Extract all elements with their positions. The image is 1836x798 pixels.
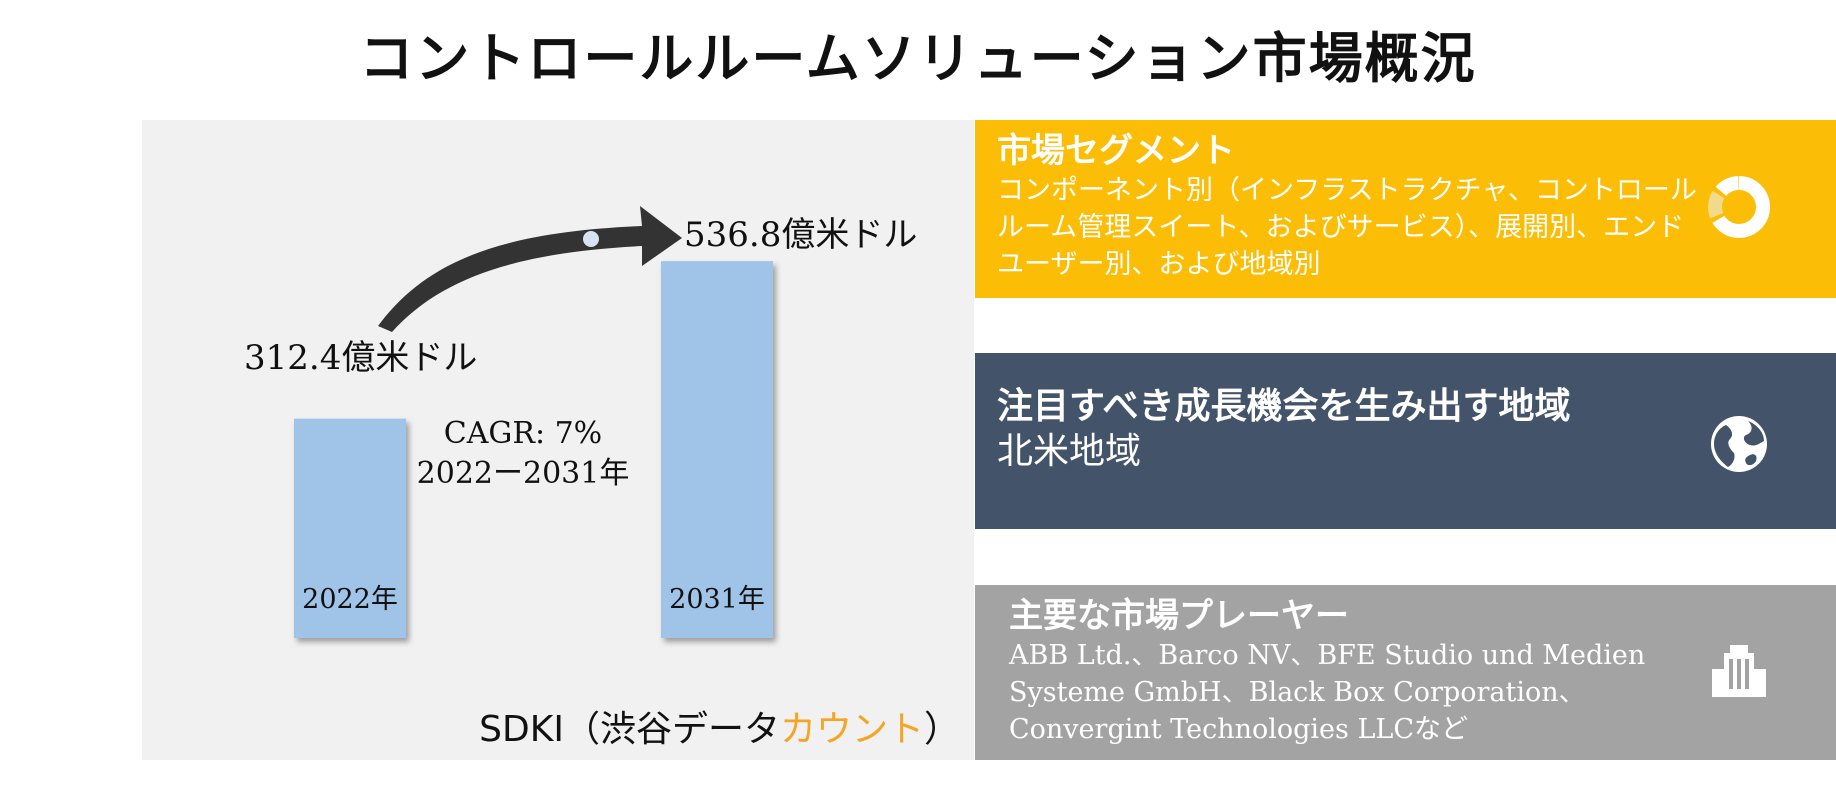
- arrow-dot: [583, 231, 599, 247]
- source-suffix: ）: [923, 709, 960, 750]
- bar-2022年: [294, 418, 406, 638]
- globe-icon: [1711, 416, 1767, 472]
- page-title: コントロールルームソリューション市場概況: [359, 26, 1477, 90]
- source-credit: SDKI（渋谷データカウント）: [479, 700, 960, 752]
- segment-title: 市場セグメント: [997, 131, 1235, 171]
- bar-chart: 2022年 2031年: [294, 206, 773, 638]
- players-title: 主要な市場プレーヤー: [1009, 596, 1349, 636]
- source-accent: カウント: [779, 709, 924, 750]
- chart-panel: 2022年 2031年 312.4億米ドル 536.8億米ドル CAGR: 7% …: [142, 120, 974, 760]
- region-title: 注目すべき成長機会を生み出す地域: [997, 385, 1571, 427]
- donut-chart-icon: [1708, 176, 1770, 238]
- cagr-period: 2022ー2031年: [416, 456, 630, 491]
- region-text: 北米地域: [997, 431, 1142, 472]
- source-prefix: SDKI（渋谷データ: [479, 709, 780, 750]
- cagr-value: CAGR: 7%: [443, 416, 603, 451]
- players-text: ABB Ltd.、Barco NV、BFE Studio und Medien …: [1009, 640, 1646, 745]
- growth-arrow: [378, 206, 682, 332]
- value-label-2022: 312.4億米ドル: [244, 338, 478, 378]
- growth-region-card: 注目すべき成長機会を生み出す地域 北米地域: [975, 353, 1836, 529]
- key-players-card: 主要な市場プレーヤー ABB Ltd.、Barco NV、BFE Studio …: [975, 585, 1836, 760]
- segment-text: コンポーネント別（インフラストラクチャ、コントロールルーム管理スイート、およびサ…: [997, 175, 1697, 280]
- building-icon: [1712, 645, 1766, 697]
- market-segment-card: 市場セグメント コンポーネント別（インフラストラクチャ、コントロールルーム管理ス…: [975, 120, 1836, 298]
- cagr-annotation: CAGR: 7% 2022ー2031年: [398, 414, 648, 494]
- category-label: 2031年: [669, 584, 765, 615]
- value-label-2031: 536.8億米ドル: [684, 215, 918, 255]
- bar-2031年: [661, 261, 773, 638]
- category-label: 2022年: [302, 584, 398, 615]
